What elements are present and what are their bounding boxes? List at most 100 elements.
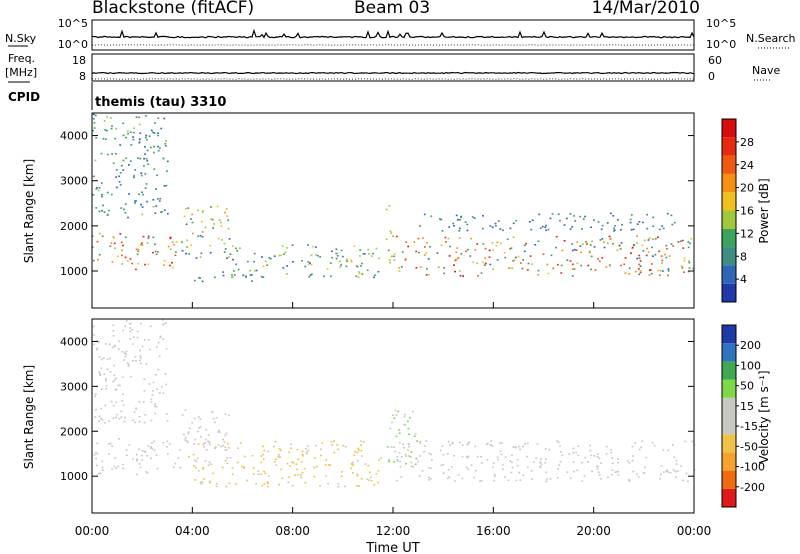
data-cell bbox=[486, 459, 489, 461]
data-cell bbox=[441, 230, 444, 232]
data-cell bbox=[209, 244, 212, 247]
colorbar-swatch bbox=[722, 325, 736, 344]
data-cell bbox=[427, 258, 430, 260]
data-cell bbox=[665, 256, 668, 259]
data-cell bbox=[663, 471, 665, 473]
data-cell bbox=[235, 247, 237, 250]
data-cell bbox=[531, 219, 534, 222]
data-cell bbox=[636, 242, 639, 244]
data-cell bbox=[692, 267, 694, 270]
data-cell bbox=[137, 157, 139, 159]
data-cell bbox=[149, 325, 152, 328]
data-cell bbox=[224, 449, 227, 451]
data-cell bbox=[632, 455, 634, 457]
data-cell bbox=[165, 140, 167, 142]
y-tick-label: 4000 bbox=[60, 335, 88, 348]
data-cell bbox=[656, 236, 659, 239]
data-cell bbox=[601, 257, 604, 259]
data-cell bbox=[162, 338, 165, 341]
data-cell bbox=[147, 163, 150, 165]
data-cell bbox=[282, 267, 285, 269]
data-cell bbox=[662, 449, 665, 451]
data-cell bbox=[539, 227, 542, 229]
data-cell bbox=[519, 479, 522, 481]
data-cell bbox=[461, 444, 464, 446]
data-cell bbox=[545, 471, 548, 474]
data-cell bbox=[502, 229, 504, 232]
xaxis-label: Time UT bbox=[365, 541, 419, 554]
data-cell bbox=[151, 389, 154, 392]
data-cell bbox=[653, 444, 656, 447]
data-cell bbox=[667, 270, 670, 272]
data-cell bbox=[267, 482, 269, 485]
data-cell bbox=[670, 243, 673, 245]
data-cell bbox=[454, 259, 457, 262]
data-cell bbox=[607, 476, 609, 479]
data-cell bbox=[539, 465, 541, 467]
data-cell bbox=[150, 419, 153, 422]
data-cell bbox=[120, 416, 123, 418]
data-cell bbox=[143, 378, 146, 380]
data-cell bbox=[162, 319, 164, 321]
data-cell bbox=[588, 250, 591, 253]
data-cell bbox=[201, 231, 204, 233]
data-cell bbox=[356, 474, 359, 477]
data-cell bbox=[526, 455, 529, 458]
data-cell bbox=[372, 252, 374, 255]
data-cell bbox=[278, 483, 280, 486]
data-cell bbox=[153, 440, 155, 443]
data-cell bbox=[517, 255, 520, 258]
data-cell bbox=[626, 460, 629, 462]
data-cell bbox=[403, 423, 405, 426]
data-cell bbox=[476, 455, 479, 458]
data-cell bbox=[687, 246, 690, 249]
data-cell bbox=[139, 349, 141, 352]
data-cell bbox=[153, 168, 156, 170]
data-cell bbox=[124, 256, 127, 259]
data-cell bbox=[439, 218, 441, 220]
data-cell bbox=[329, 262, 332, 264]
data-cell bbox=[152, 199, 155, 201]
data-cell bbox=[511, 461, 513, 464]
data-cell bbox=[659, 477, 661, 480]
data-cell bbox=[323, 275, 325, 278]
data-cell bbox=[130, 144, 133, 146]
data-cell bbox=[260, 473, 263, 476]
colorbar-swatch bbox=[722, 137, 736, 156]
data-cell bbox=[638, 263, 641, 266]
data-cell bbox=[558, 464, 561, 466]
data-cell bbox=[261, 484, 264, 487]
data-cell bbox=[598, 474, 601, 476]
data-cell bbox=[400, 476, 403, 478]
data-cell bbox=[581, 461, 583, 464]
data-cell bbox=[617, 219, 619, 221]
data-cell bbox=[113, 344, 116, 347]
data-cell bbox=[224, 413, 227, 415]
data-cell bbox=[191, 221, 194, 224]
data-cell bbox=[124, 416, 126, 419]
data-cell bbox=[147, 263, 150, 266]
data-cell bbox=[112, 404, 115, 407]
data-cell bbox=[426, 242, 428, 244]
data-cell bbox=[226, 257, 228, 259]
data-cell bbox=[92, 259, 95, 262]
data-cell bbox=[470, 464, 473, 466]
data-cell bbox=[132, 458, 134, 460]
data-cell bbox=[630, 229, 633, 231]
data-cell bbox=[614, 471, 617, 473]
data-cell bbox=[132, 360, 134, 362]
data-cell bbox=[93, 343, 95, 346]
colorbar-swatch bbox=[722, 247, 736, 266]
data-cell bbox=[576, 469, 579, 472]
data-cell bbox=[250, 274, 253, 276]
data-cell bbox=[581, 480, 584, 482]
data-cell bbox=[144, 153, 146, 155]
data-cell bbox=[262, 453, 265, 456]
data-cell bbox=[118, 340, 121, 342]
data-cell bbox=[572, 470, 575, 473]
data-cell bbox=[569, 213, 572, 215]
data-cell bbox=[646, 247, 648, 250]
data-cell bbox=[150, 146, 152, 149]
data-cell bbox=[521, 267, 524, 270]
data-cell bbox=[181, 241, 183, 243]
